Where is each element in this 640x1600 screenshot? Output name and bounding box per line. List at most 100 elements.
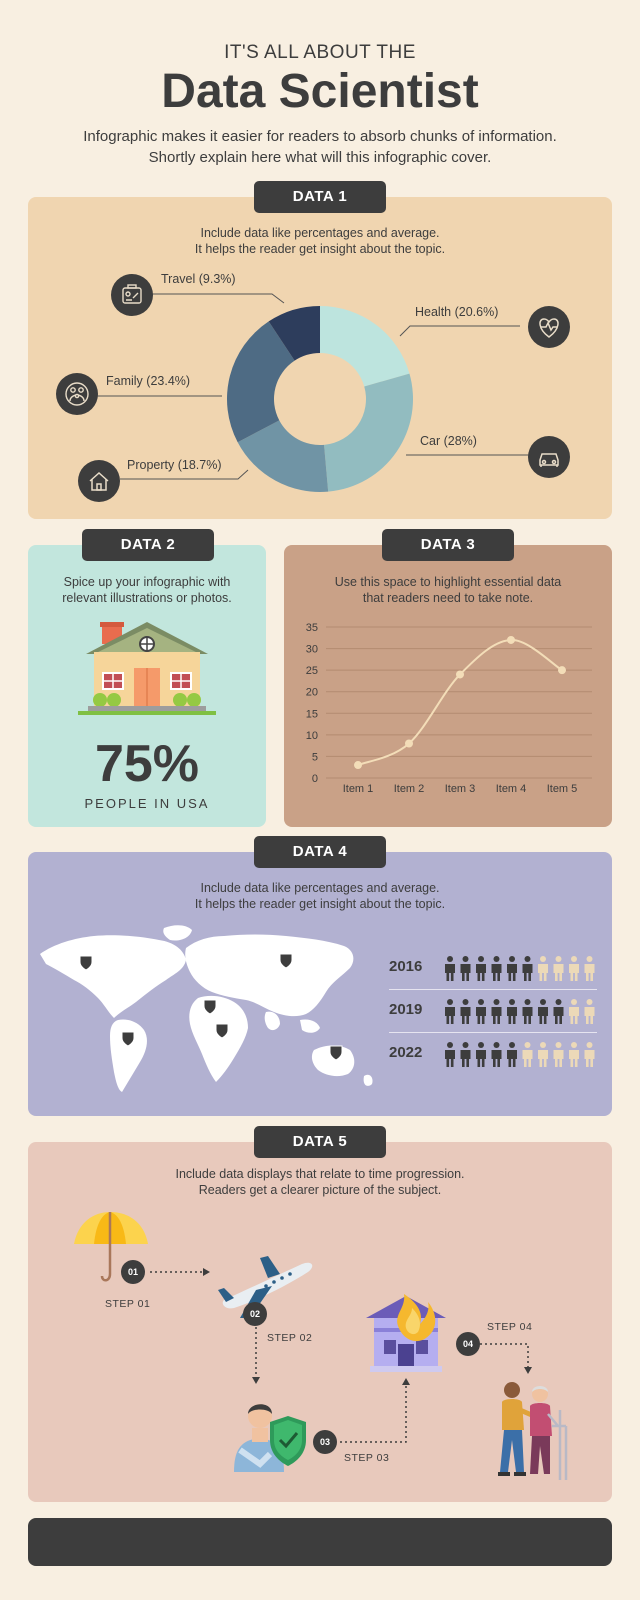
footer-bar [28,1518,612,1566]
map-pin-north-america [79,955,93,971]
step-03-label: STEP 03 [344,1452,390,1464]
person-icon [476,1042,486,1067]
data1-desc-line-1: Include data like percentages and averag… [200,226,440,240]
intro-line-1: Infographic makes it easier for readers … [83,128,557,145]
data2-pill: DATA 2 [82,529,214,561]
person-icon [522,999,533,1024]
data3-desc-line-1: Use this space to highlight essential da… [334,575,562,589]
map-pin-africa [215,1023,229,1039]
data1-pill: DATA 1 [254,181,386,213]
data5-pill: DATA 5 [254,1126,386,1158]
person-icon [507,956,517,981]
y-tick-label: 25 [306,665,318,677]
line-point-1 [354,761,362,770]
person-icon [476,999,486,1024]
header-kicker: IT'S ALL ABOUT THE [224,42,416,63]
person-icon [569,999,579,1024]
donut-slice-car [324,373,414,492]
person-icon [507,999,517,1024]
person-icon [538,1042,548,1067]
person-icon [522,1042,533,1067]
x-tick-label: Item 5 [547,783,578,795]
data2-desc-line-2: relevant illustrations or photos. [62,591,232,605]
step-01-badge: 01 [121,1260,145,1284]
data5-desc-line-2: Readers get a clearer picture of the sub… [198,1183,442,1197]
data3-desc: Use this space to highlight essential da… [294,574,602,606]
health-icon [528,306,570,348]
person-icon [445,1042,455,1067]
data3-card [284,545,612,827]
world-map [40,925,373,1092]
data5-desc-line-1: Include data displays that relate to tim… [175,1167,465,1181]
label-travel: Travel (9.3%) [161,272,236,286]
map-pin-australia [329,1045,343,1061]
y-tick-label: 5 [312,751,318,763]
person-icon [584,956,595,981]
leader-property [120,469,249,480]
person-icon [507,1042,517,1067]
data4-desc: Include data like percentages and averag… [60,880,580,912]
person-icon [491,1042,502,1067]
step-03-badge: 03 [313,1430,337,1454]
map-pin-europe [203,999,217,1015]
person-icon [553,1042,564,1067]
leader-health [399,325,520,337]
person-icon [460,1042,471,1067]
data2-desc-line-1: Spice up your infographic with [63,575,231,589]
person-icon [460,956,471,981]
map-pin-asia [279,953,293,969]
step-connectors [150,1268,532,1443]
step-02-badge: 02 [243,1302,267,1326]
insurance-person-icon [234,1404,306,1472]
step-02-label: STEP 02 [267,1332,313,1344]
person-icon [491,999,502,1024]
donut-slice-family [227,321,295,443]
person-icon [538,999,548,1024]
line-point-5 [558,666,566,675]
line-point-2 [405,739,413,748]
line-point-4 [507,635,515,644]
donut-slice-travel [268,306,320,361]
label-family: Family (23.4%) [106,374,191,388]
people-pictogram [445,956,595,1067]
data4-pill: DATA 4 [254,836,386,868]
data3-desc-line-2: that readers need to take note. [362,591,534,605]
person-icon [445,956,455,981]
label-property: Property (18.7%) [127,458,222,472]
row-divider-2 [389,1032,597,1033]
step-04-badge: 04 [456,1332,480,1356]
header-intro: Infographic makes it easier for readers … [40,126,600,168]
stat-value: 75% [94,735,200,793]
person-icon [553,999,564,1024]
label-health: Health (20.6%) [415,305,499,319]
intro-line-2: Shortly explain here what will this info… [148,149,492,166]
y-tick-label: 10 [306,730,318,742]
family-icon [56,373,98,415]
year-2022: 2022 [389,1044,423,1061]
x-tick-label: Item 4 [496,783,527,795]
elderly-care-icon [498,1382,568,1480]
year-2019: 2019 [389,1001,423,1018]
line-point-3 [456,670,464,679]
y-tick-label: 0 [312,773,318,785]
data4-desc-line-2: It helps the reader get insight about th… [194,897,446,911]
donut-slice-health [320,306,410,387]
step-01-label: STEP 01 [105,1298,151,1310]
burning-house-icon [366,1294,446,1372]
data5-desc: Include data displays that relate to tim… [60,1166,580,1198]
y-tick-label: 35 [306,622,318,634]
y-tick-label: 30 [306,644,318,656]
y-tick-label: 15 [306,708,318,720]
data4-desc-line-1: Include data like percentages and averag… [200,881,440,895]
x-tick-label: Item 2 [394,783,425,795]
data3-pill: DATA 3 [382,529,514,561]
x-tick-label: Item 1 [343,783,374,795]
person-icon [584,1042,595,1067]
house-illustration [78,622,216,715]
property-icon [78,460,120,502]
person-icon [553,956,564,981]
line-chart: 0 5 10 15 20 25 30 35 Item 1 Item 2 Item 3 Item 4 I… [306,622,592,795]
person-icon [569,1042,579,1067]
person-icon [522,956,533,981]
donut-slice-property [237,420,329,492]
